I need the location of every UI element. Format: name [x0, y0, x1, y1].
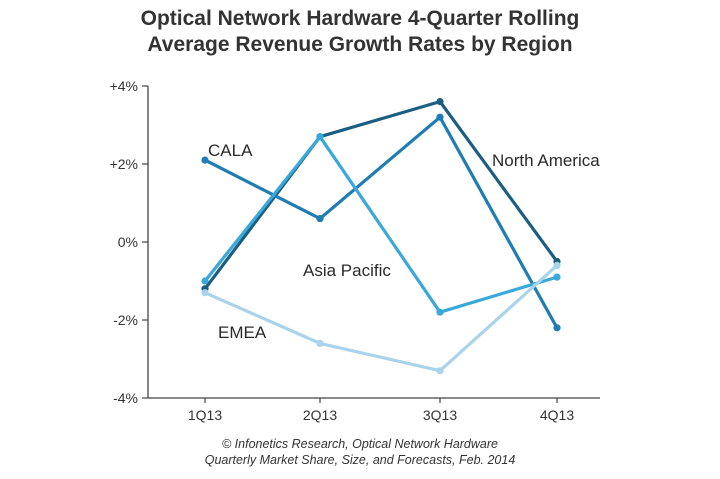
series-labels: North America CALA Asia Pacific EMEA: [208, 141, 600, 342]
data-point-emea: [436, 367, 444, 375]
data-point-cala: [316, 215, 324, 223]
chart-footer: © Infonetics Research, Optical Network H…: [0, 436, 720, 468]
series-lines: [203, 99, 559, 373]
data-point-asia-pacific: [436, 308, 444, 316]
series-line-emea: [203, 263, 559, 373]
series-line-north-america: [203, 99, 559, 291]
footer-line-2: Quarterly Market Share, Size, and Foreca…: [204, 453, 516, 467]
x-tick-label: 3Q13: [423, 407, 457, 423]
series-label-cala: CALA: [208, 141, 253, 160]
data-point-emea: [553, 261, 561, 269]
x-axis-ticks: 1Q13 2Q13 3Q13 4Q13: [188, 398, 574, 423]
x-tick-label: 1Q13: [188, 407, 222, 423]
data-point-cala: [553, 324, 561, 332]
chart-title-line-1: Optical Network Hardware 4-Quarter Rolli…: [140, 7, 580, 30]
series-line-cala: [203, 115, 559, 330]
data-point-asia-pacific: [316, 133, 324, 141]
chart-title-line-2: Average Revenue Growth Rates by Region: [147, 33, 573, 56]
y-tick-label: 0%: [118, 234, 138, 250]
series-line-asia-pacific: [203, 135, 559, 314]
series-points: [201, 98, 561, 375]
axes: [147, 86, 600, 399]
series-label-north-america: North America: [492, 151, 600, 170]
x-tick-label: 4Q13: [540, 407, 574, 423]
data-point-asia-pacific: [553, 273, 561, 281]
x-tick-label: 2Q13: [303, 407, 337, 423]
footer-line-1: © Infonetics Research, Optical Network H…: [222, 437, 498, 451]
data-point-emea: [316, 339, 324, 347]
data-point-emea: [201, 289, 209, 297]
data-point-north-america: [436, 98, 444, 106]
y-tick-label: -2%: [113, 312, 138, 328]
y-tick-label: +4%: [110, 78, 138, 94]
data-point-cala: [436, 113, 444, 121]
y-axis-ticks: +4% +2% 0% -2% -4%: [110, 78, 148, 406]
series-label-asia-pacific: Asia Pacific: [303, 261, 391, 280]
data-point-cala: [201, 156, 209, 164]
y-tick-label: -4%: [113, 390, 138, 406]
chart-title: Optical Network Hardware 4-Quarter Rolli…: [0, 6, 720, 58]
series-label-emea: EMEA: [218, 323, 267, 342]
data-point-asia-pacific: [201, 277, 209, 285]
y-tick-label: +2%: [110, 156, 138, 172]
